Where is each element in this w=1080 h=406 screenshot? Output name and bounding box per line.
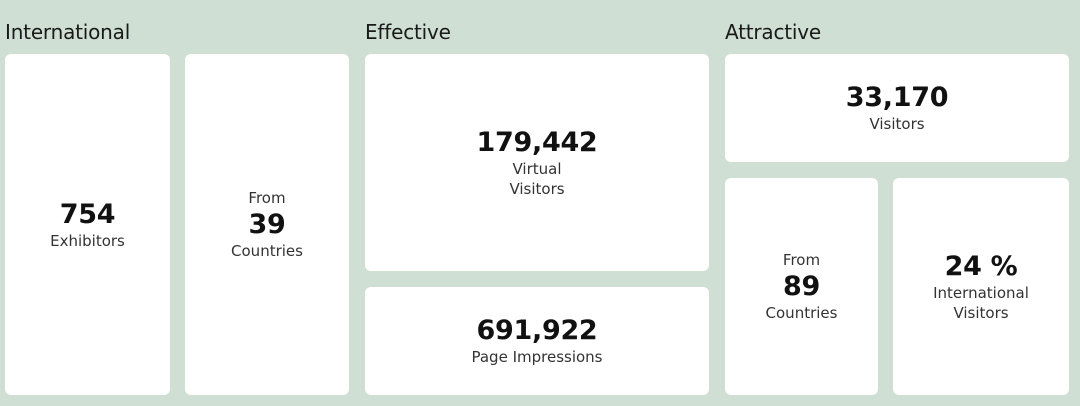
page-impressions-value: 691,922 xyxy=(476,315,598,346)
virtual-visitors-card: 179,442 Virtual Visitors xyxy=(365,54,709,271)
exhibitors-label: Exhibitors xyxy=(50,231,125,250)
visitors-value: 33,170 xyxy=(845,82,949,113)
virtual-visitors-label-line1: Virtual xyxy=(512,159,562,178)
visitors-card: 33,170 Visitors xyxy=(725,54,1069,162)
virtual-visitors-value: 179,442 xyxy=(476,126,598,158)
exhibitor-countries-label: Countries xyxy=(231,242,303,260)
international-visitors-label-line2: Visitors xyxy=(953,303,1009,322)
section-title-effective: Effective xyxy=(365,20,451,44)
exhibitors-value: 754 xyxy=(59,198,116,230)
section-title-attractive: Attractive xyxy=(725,20,822,44)
section-title-international: International xyxy=(5,20,131,44)
exhibitor-countries-card: From 39 Countries xyxy=(185,54,349,395)
exhibitors-card: 754 Exhibitors xyxy=(5,54,170,395)
visitor-countries-label: Countries xyxy=(765,304,838,322)
visitor-countries-value: 89 xyxy=(783,271,820,302)
exhibitor-countries-value: 39 xyxy=(248,209,286,240)
visitor-countries-prefix: From xyxy=(782,251,821,269)
visitor-countries-card: From 89 Countries xyxy=(725,178,878,395)
page-impressions-card: 691,922 Page Impressions xyxy=(365,287,709,395)
visitors-label: Visitors xyxy=(869,115,925,133)
page-impressions-label: Page Impressions xyxy=(471,348,603,366)
international-visitors-value: 24 % xyxy=(944,250,1018,282)
international-visitors-card: 24 % International Visitors xyxy=(893,178,1069,395)
exhibitor-countries-prefix: From xyxy=(248,189,286,207)
international-visitors-label-line1: International xyxy=(933,283,1029,302)
virtual-visitors-label-line2: Visitors xyxy=(509,179,565,198)
